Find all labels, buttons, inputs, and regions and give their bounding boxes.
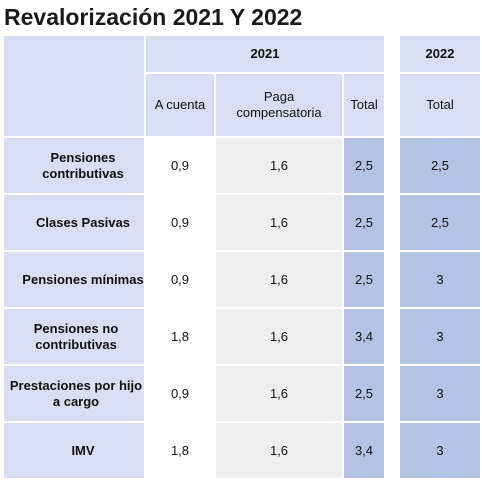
cell-a-cuenta: 1,8 xyxy=(146,423,216,480)
table-row: Pensiones no contributivas 1,8 1,6 3,4 3 xyxy=(4,309,482,366)
cell-total-2022: 3 xyxy=(400,309,482,366)
cell-total-2021: 2,5 xyxy=(344,195,386,252)
row-label: Prestaciones por hijo a cargo xyxy=(4,366,146,423)
cell-a-cuenta: 0,9 xyxy=(146,195,216,252)
cell-total-2022: 2,5 xyxy=(400,138,482,195)
row-label: Pensiones mínimas xyxy=(4,252,146,309)
header-year-2021: 2021 xyxy=(146,36,386,74)
cell-total-2021: 2,5 xyxy=(344,252,386,309)
cell-total-2021: 3,4 xyxy=(344,423,386,480)
table-row: Prestaciones por hijo a cargo 0,9 1,6 2,… xyxy=(4,366,482,423)
header-corner-cell xyxy=(4,36,146,138)
header-paga-compensatoria: Paga compensatoria xyxy=(216,74,344,138)
cell-paga: 1,6 xyxy=(216,195,344,252)
header-paga-compensatoria-text: Paga compensatoria xyxy=(236,89,322,120)
cell-total-2021: 2,5 xyxy=(344,366,386,423)
header-row-sub: A cuenta Paga compensatoria Total Total xyxy=(4,74,482,138)
revalorization-table: 2021 2022 A cuenta Paga compensatoria Tot… xyxy=(4,36,482,480)
cell-paga: 1,6 xyxy=(216,309,344,366)
row-label: Pensiones no contributivas xyxy=(4,309,146,366)
cell-total-2022: 3 xyxy=(400,423,482,480)
cell-paga: 1,6 xyxy=(216,252,344,309)
cell-paga: 1,6 xyxy=(216,366,344,423)
cell-a-cuenta: 0,9 xyxy=(146,366,216,423)
row-label: Clases Pasivas xyxy=(4,195,146,252)
cell-a-cuenta: 0,9 xyxy=(146,138,216,195)
cell-paga: 1,6 xyxy=(216,138,344,195)
table-row: IMV 1,8 1,6 3,4 3 xyxy=(4,423,482,480)
cell-a-cuenta: 0,9 xyxy=(146,252,216,309)
table-row: Pensiones mínimas 0,9 1,6 2,5 3 xyxy=(4,252,482,309)
table-row: Clases Pasivas 0,9 1,6 2,5 2,5 xyxy=(4,195,482,252)
revalorization-table-wrapper: 2021 2022 A cuenta Paga compensatoria Tot… xyxy=(4,36,482,480)
header-total-2022: Total xyxy=(400,74,482,138)
header-total-2021: Total xyxy=(344,74,386,138)
row-label: IMV xyxy=(4,423,146,480)
cell-total-2022: 2,5 xyxy=(400,195,482,252)
page-title: Revalorización 2021 Y 2022 xyxy=(4,4,303,30)
cell-total-2021: 2,5 xyxy=(344,138,386,195)
header-year-2022: 2022 xyxy=(400,36,482,74)
cell-total-2022: 3 xyxy=(400,366,482,423)
header-a-cuenta: A cuenta xyxy=(146,74,216,138)
header-row-years: 2021 2022 xyxy=(4,36,482,480)
cell-paga: 1,6 xyxy=(216,423,344,480)
cell-total-2021: 3,4 xyxy=(344,309,386,366)
table-row: Pensiones contributivas 0,9 1,6 2,5 2,5 xyxy=(4,138,482,195)
row-label: Pensiones contributivas xyxy=(4,138,146,195)
cell-a-cuenta: 1,8 xyxy=(146,309,216,366)
column-gap xyxy=(386,36,400,480)
cell-total-2022: 3 xyxy=(400,252,482,309)
